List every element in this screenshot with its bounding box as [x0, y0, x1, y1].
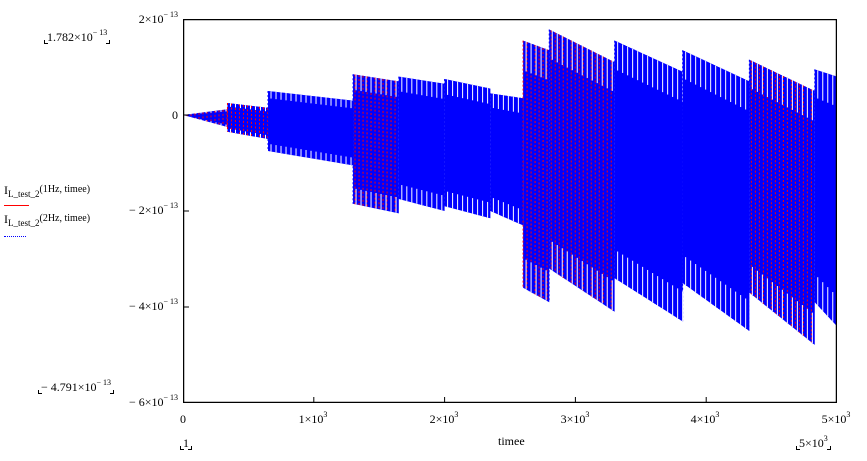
- legend-line-blue-dotted: [4, 236, 26, 237]
- y-tick-0: 0: [172, 108, 178, 122]
- y-tick-2e-13: 2×10− 13: [138, 10, 178, 27]
- y-tick-neg2e-13: − 2×10− 13: [128, 201, 178, 218]
- x-tick-0: 0: [180, 412, 186, 426]
- y-min-marker[interactable]: − 4.791×10− 13: [38, 379, 115, 395]
- legend-line-red-solid: [4, 205, 29, 206]
- x-tick-5000: 5×103: [821, 410, 851, 427]
- x-max-marker[interactable]: 5×103: [796, 435, 831, 451]
- x-min-marker[interactable]: 1: [180, 436, 192, 451]
- y-tick-neg6e-13: − 6×10− 13: [128, 393, 178, 410]
- x-tick-1000: 1×103: [298, 410, 328, 427]
- tick-marks: [183, 19, 837, 403]
- legend-entry-1hz[interactable]: IL_test_2(1Hz, timee): [4, 183, 91, 199]
- plot-area[interactable]: [183, 19, 837, 403]
- x-tick-3000: 3×103: [560, 410, 590, 427]
- legend-entry-2hz[interactable]: IL_test_2(2Hz, timee): [4, 212, 91, 228]
- y-tick-neg4e-13: − 4×10− 13: [128, 297, 178, 314]
- x-tick-4000: 4×103: [690, 410, 720, 427]
- y-max-marker[interactable]: 1.782×10− 13: [44, 29, 111, 45]
- waveform-group: [183, 29, 837, 345]
- x-tick-2000: 2×103: [429, 410, 459, 427]
- x-axis-label[interactable]: timee: [498, 434, 525, 448]
